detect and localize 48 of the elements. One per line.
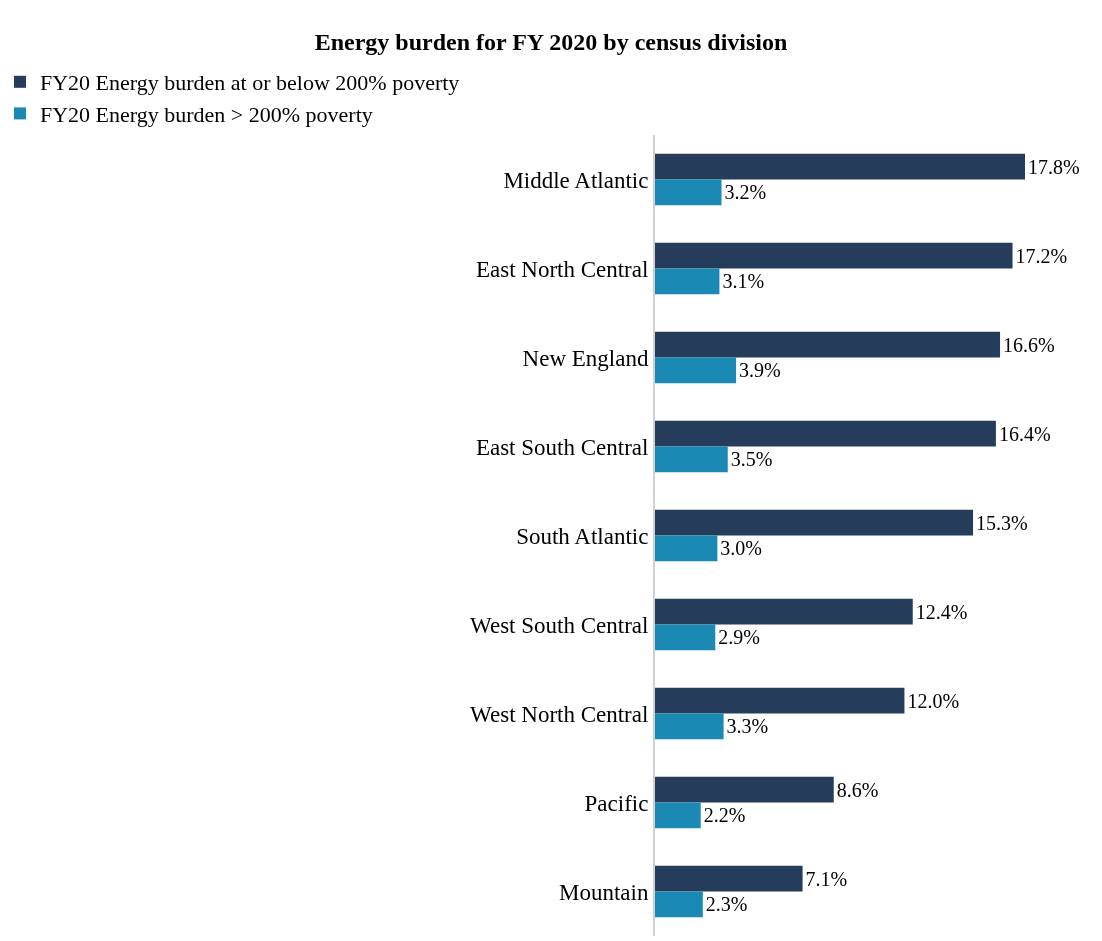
data-label: 12.4%	[915, 600, 968, 623]
data-label: 16.6%	[1003, 333, 1055, 356]
data-label: 16.4%	[998, 422, 1051, 445]
y-tick-label: New England	[522, 345, 649, 371]
bar	[655, 420, 996, 447]
data-label: 12.0%	[907, 689, 960, 712]
bar	[655, 891, 703, 918]
data-label: 15.3%	[976, 511, 1028, 534]
bar	[655, 509, 974, 536]
data-label: 3.1%	[722, 270, 765, 293]
y-tick-label: West North Central	[470, 701, 649, 727]
data-label: 2.3%	[705, 893, 748, 916]
y-tick-label: East South Central	[475, 434, 649, 460]
y-tick-label: West South Central	[470, 612, 649, 638]
bar	[655, 776, 834, 803]
y-tick-label: Pacific	[584, 790, 649, 816]
bar	[655, 331, 1001, 358]
legend-label: FY20 Energy burden > 200% poverty	[40, 101, 373, 127]
data-label: 3.5%	[730, 448, 773, 471]
bar	[655, 446, 728, 473]
bar	[655, 242, 1013, 269]
data-label: 8.6%	[836, 778, 879, 801]
bar	[655, 535, 718, 562]
bar	[655, 713, 724, 740]
bar	[655, 153, 1025, 180]
data-label: 3.9%	[739, 359, 781, 382]
bar	[655, 624, 716, 651]
data-label: 3.2%	[724, 181, 767, 204]
bar	[655, 598, 913, 625]
data-label: 7.1%	[805, 867, 848, 890]
bar	[655, 357, 737, 384]
y-tick-label: Mountain	[558, 879, 649, 905]
bar	[655, 268, 720, 295]
y-tick-label: South Atlantic	[516, 523, 649, 549]
data-label: 3.0%	[720, 537, 763, 560]
legend-label: FY20 Energy burden at or below 200% poverty	[40, 70, 460, 96]
bar	[655, 687, 905, 714]
data-label: 3.3%	[726, 715, 769, 738]
bar	[655, 802, 701, 829]
data-label: 2.2%	[703, 804, 746, 827]
data-label: 17.8%	[1028, 155, 1080, 178]
bar	[655, 179, 722, 206]
chart-title: Energy burden for FY 2020 by census division	[314, 28, 788, 55]
y-tick-label: East North Central	[475, 256, 649, 282]
bar	[655, 865, 803, 892]
data-label: 17.2%	[1015, 244, 1068, 267]
y-tick-label: Middle Atlantic	[503, 167, 649, 193]
data-label: 2.9%	[718, 626, 760, 649]
